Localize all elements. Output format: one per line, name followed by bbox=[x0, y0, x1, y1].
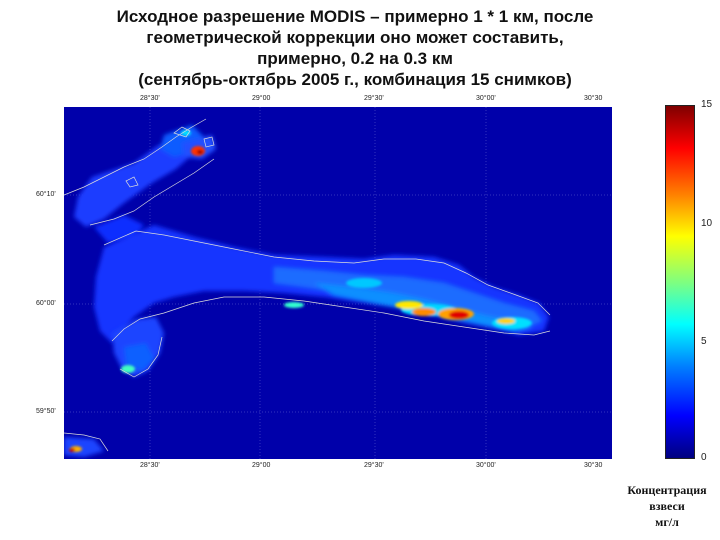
suspended-matter-map: 28°30' 29°00 29°30' 30°00' 30°30 28°30' … bbox=[36, 95, 612, 469]
title-line-4: (сентябрь-октябрь 2005 г., комбинация 15… bbox=[138, 70, 572, 89]
colorbar-label-15: 15 bbox=[701, 99, 713, 110]
colorbar-label-5: 5 bbox=[701, 336, 707, 347]
lon-bottom-3: 29°30' bbox=[364, 462, 384, 469]
map-canvas: 28°30' 29°00 29°30' 30°00' 30°30 bbox=[64, 107, 612, 459]
title-line-3: примерно, 0.2 на 0.3 км bbox=[257, 49, 453, 68]
lon-top-5: 30°30 bbox=[584, 95, 603, 102]
lat-left-1: 60°10' bbox=[36, 191, 56, 198]
legend-line-2: взвеси bbox=[649, 499, 685, 513]
lon-bottom-5: 30°30 bbox=[584, 462, 603, 469]
lon-bottom-2: 29°00 bbox=[252, 462, 271, 469]
colorbar bbox=[665, 105, 695, 459]
slide-title: Исходное разрешение MODIS – примерно 1 *… bbox=[40, 6, 670, 90]
longitude-labels-bottom: 28°30' 29°00 29°30' 30°00' 30°30 bbox=[64, 462, 612, 472]
lat-left-3: 59°50' bbox=[36, 408, 56, 415]
title-line-1: Исходное разрешение MODIS – примерно 1 *… bbox=[116, 7, 594, 26]
northern-archipelago bbox=[74, 125, 216, 243]
lon-top-4: 30°00' bbox=[476, 95, 496, 102]
high-concentration-hotspots bbox=[69, 130, 532, 452]
lon-top-2: 29°00 bbox=[252, 95, 271, 102]
southern-coast bbox=[64, 317, 164, 457]
lat-left-2: 60°00' bbox=[36, 300, 56, 307]
latitude-labels-left: 60°10' 60°00' 59°50' bbox=[34, 107, 62, 459]
lon-top-1: 28°30' bbox=[140, 95, 160, 102]
longitude-labels-top-html: 28°30' 29°00 29°30' 30°00' 30°30 bbox=[64, 95, 612, 105]
lon-top-3: 29°30' bbox=[364, 95, 384, 102]
coastline bbox=[64, 118, 551, 452]
colorbar-legend: Концентрация взвеси мг/л bbox=[614, 482, 720, 530]
lon-bottom-4: 30°00' bbox=[476, 462, 496, 469]
legend-line-1: Концентрация bbox=[627, 483, 707, 497]
legend-line-3: мг/л bbox=[655, 515, 679, 529]
title-line-2: геометрической коррекции оно может соста… bbox=[146, 28, 564, 47]
colorbar-label-0: 0 bbox=[701, 452, 707, 463]
colorbar-label-10: 10 bbox=[701, 218, 713, 229]
lon-bottom-1: 28°30' bbox=[140, 462, 160, 469]
